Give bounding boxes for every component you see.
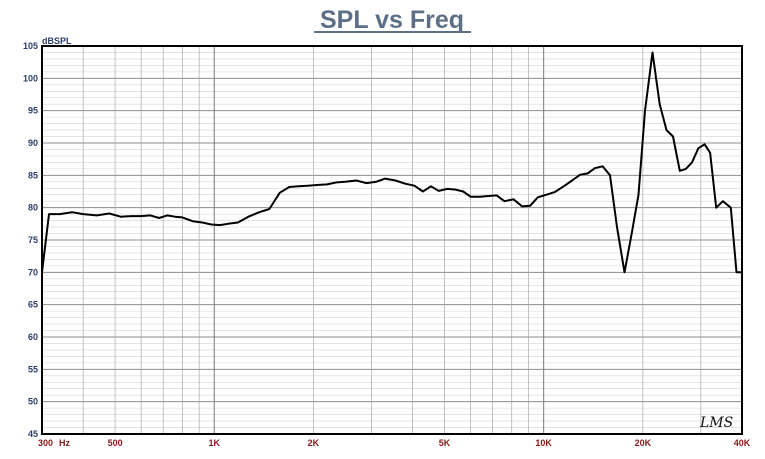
- series-layer: [41, 51, 742, 274]
- x-tick-label: 10K: [535, 438, 552, 448]
- plot-frame: [41, 45, 743, 435]
- y-tick-label: 55: [28, 364, 38, 374]
- y-tick-label: 95: [28, 106, 38, 116]
- y-tick-label: 50: [28, 397, 38, 407]
- x-tick-label: 20K: [635, 438, 652, 448]
- x-ticks: 300 500 1K 2K 5K 10K 20K 40K Hz: [38, 438, 751, 448]
- y-tick-label: 80: [28, 203, 38, 213]
- x-tick-label: 2K: [308, 438, 320, 448]
- y-ticks: 105 100 95 90 85 80 75 70 65 60 55 50 45: [23, 41, 38, 439]
- x-tick-label: 40K: [734, 438, 751, 448]
- y-tick-label: 60: [28, 332, 38, 342]
- x-tick-label: 1K: [208, 438, 220, 448]
- y-tick-label: 65: [28, 300, 38, 310]
- chart-title: SPL vs Freq: [320, 6, 464, 34]
- y-tick-label: 70: [28, 267, 38, 277]
- y-tick-label: 75: [28, 235, 38, 245]
- lms-logo: LMS: [699, 415, 733, 431]
- y-tick-label: 45: [28, 429, 38, 439]
- x-unit-label: Hz: [59, 438, 70, 448]
- x-tick-label: 500: [108, 438, 123, 448]
- y-tick-label: 90: [28, 138, 38, 148]
- x-tick-label: 5K: [439, 438, 451, 448]
- y-tick-label: 85: [28, 170, 38, 180]
- spl-series-line: [41, 51, 742, 274]
- x-tick-label: 300: [38, 438, 53, 448]
- y-tick-label: 100: [23, 73, 38, 83]
- grid-layer: [42, 45, 742, 435]
- y-axis-label: dBSPL: [42, 36, 72, 46]
- y-tick-label: 105: [23, 41, 38, 51]
